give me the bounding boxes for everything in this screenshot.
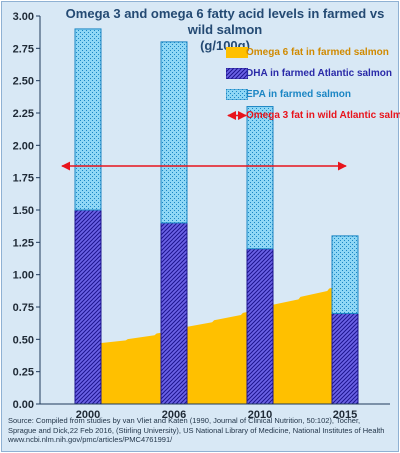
axes-layer: 0.00 0.25 0.50 0.75 1.00 1.25 1.50 1.75 2.00 2.25… <box>13 11 390 421</box>
y-tick-label-1: 0.25 <box>13 367 34 379</box>
legend-swatch-omega6 <box>226 47 248 58</box>
legend-item-dha: DHA in farmed Atlantic salmon <box>226 65 396 82</box>
bars-layer <box>74 28 359 405</box>
y-tick-label-10: 2.50 <box>13 76 34 88</box>
epa-bar-2000 <box>74 28 102 211</box>
y-tick-label-7: 1.75 <box>13 173 34 185</box>
legend-label-omega6: Omega 6 fat in farmed salmon <box>246 47 389 58</box>
legend-item-epa: EPA in farmed salmon <box>226 86 396 103</box>
x-tick-label-2010: 2010 <box>248 409 272 421</box>
y-tick-label-8: 2.00 <box>13 140 34 152</box>
chart-legend: Omega 6 fat in farmed salmon DHA in farm… <box>226 44 400 128</box>
legend-swatch-epa <box>226 89 248 100</box>
dha-bar-2006 <box>160 222 188 405</box>
x-tick-label-2015: 2015 <box>333 409 357 421</box>
x-tick-label-2000: 2000 <box>76 409 100 421</box>
dha-bar-2015 <box>331 312 359 405</box>
chart-title-main: Omega 3 and omega 6 fatty acid levels in… <box>65 6 385 37</box>
legend-swatch-dha <box>226 68 248 79</box>
epa-bar-2015 <box>331 235 359 314</box>
legend-label-dha: DHA in farmed Atlantic salmon <box>246 68 392 79</box>
epa-bar-2006 <box>160 41 188 224</box>
y-tick-label-3: 0.75 <box>13 302 34 314</box>
legend-swatch-wild-omega3 <box>227 111 247 120</box>
legend-label-epa: EPA in farmed salmon <box>246 89 352 100</box>
omega6-area <box>99 279 358 404</box>
dha-bar-2000 <box>74 209 102 405</box>
x-tick-label-2006: 2006 <box>162 409 186 421</box>
y-tick-label-5: 1.25 <box>13 237 34 249</box>
y-tick-label-4: 1.00 <box>13 270 34 282</box>
y-tick-label-0: 0.00 <box>13 399 34 411</box>
dha-bar-2010 <box>246 248 274 405</box>
legend-item-wild-omega3: Omega 3 fat in wild Atlantic salmon <box>226 107 400 124</box>
epa-bar-2010 <box>246 106 274 250</box>
legend-label-wild-omega3: Omega 3 fat in wild Atlantic salmon <box>246 110 400 121</box>
y-tick-label-9: 2.25 <box>13 108 34 120</box>
source-note: Source: Compiled from studies by van Vli… <box>8 416 385 444</box>
y-tick-label-12: 3.00 <box>13 11 34 23</box>
y-tick-label-2: 0.50 <box>13 334 34 346</box>
omega6-area-layer <box>99 279 358 404</box>
y-tick-label-6: 1.50 <box>13 205 34 217</box>
legend-item-omega6: Omega 6 fat in farmed salmon <box>226 44 396 61</box>
y-tick-label-11: 2.75 <box>13 43 34 55</box>
chart-title: Omega 3 and omega 6 fatty acid levels in… <box>56 6 394 54</box>
